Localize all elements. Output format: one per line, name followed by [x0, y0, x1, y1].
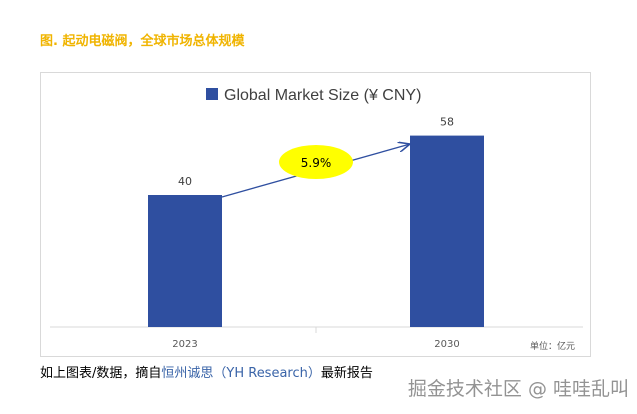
data-label: 58 [440, 116, 454, 129]
cagr-bubble [279, 145, 353, 179]
caption-source-link[interactable]: 恒州诚思（YH Research） [161, 366, 321, 381]
cagr-label: 5.9% [301, 156, 332, 170]
x-tick-label: 2030 [434, 339, 459, 350]
figure-title: 图. 起动电磁阀，全球市场总体规模 [40, 34, 245, 49]
caption-suffix: 最新报告 [320, 366, 373, 381]
bar-2023 [148, 195, 222, 327]
unit-note: 单位：亿元 [530, 340, 575, 352]
legend-label: Global Market Size (¥ CNY) [224, 87, 421, 104]
bar-2030 [410, 135, 484, 327]
data-label: 40 [178, 175, 192, 188]
legend-swatch [206, 88, 218, 100]
chart-frame [40, 72, 591, 357]
watermark: 掘金技术社区 @ 哇哇乱叫 [407, 378, 629, 400]
x-tick-label: 2023 [172, 339, 197, 350]
caption-prefix: 如上图表/数据，摘自 [40, 366, 162, 381]
caption: 如上图表/数据，摘自恒州诚思（YH Research）最新报告 [40, 362, 373, 381]
